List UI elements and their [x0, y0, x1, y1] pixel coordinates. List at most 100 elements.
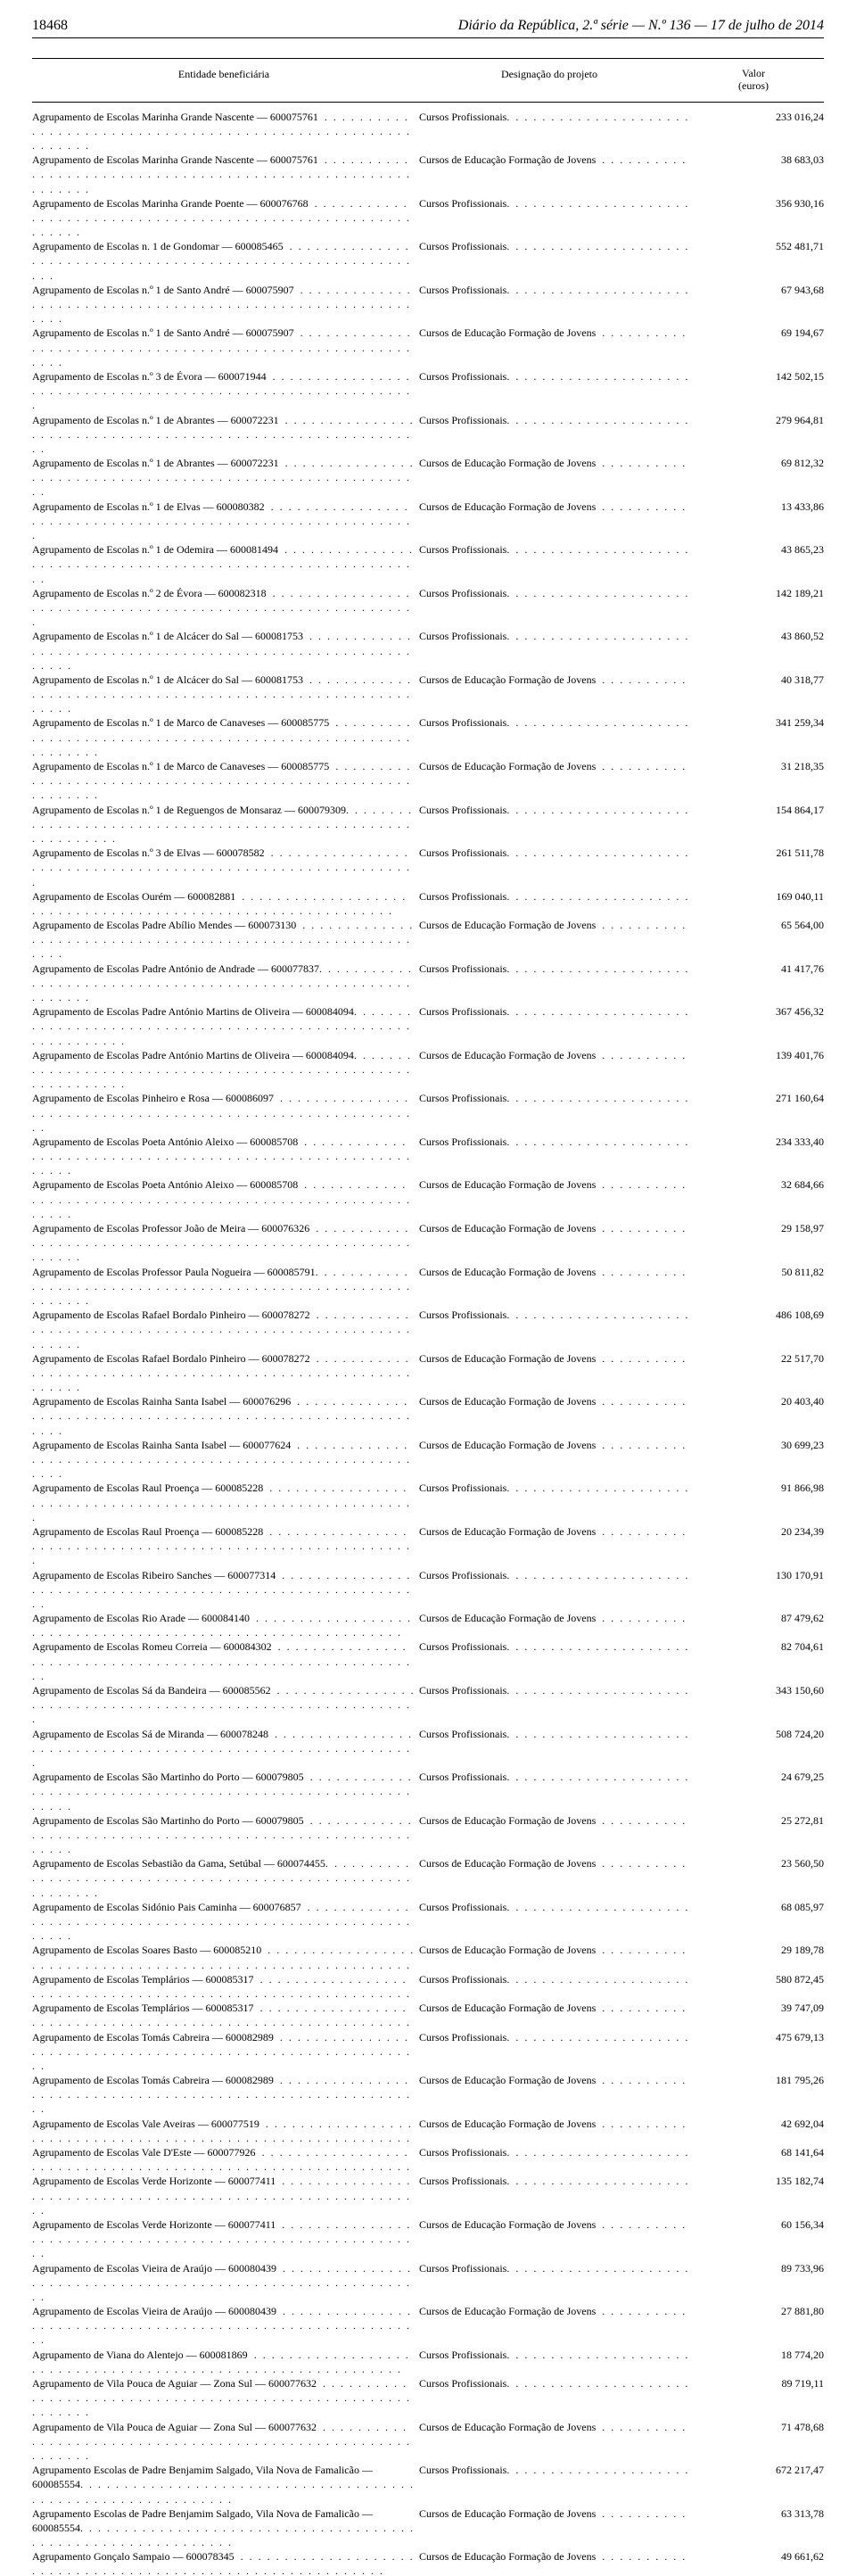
table-row: Agrupamento de Escolas Sidónio Pais Cami… [32, 1900, 824, 1944]
leader-dots: . . . . . . . . . . . . . . . . . . . . … [511, 846, 690, 859]
leader-dots: . . . . . . . . . . . . . . . . . . . . … [511, 890, 690, 903]
designation-text: Cursos Profissionais. [419, 1771, 511, 1783]
designation-text: Cursos Profissionais. [419, 240, 511, 252]
cell-entity: Agrupamento de Escolas Verde Horizonte —… [32, 2217, 419, 2261]
table-row: Agrupamento de Escolas Rainha Santa Isab… [32, 1394, 824, 1438]
designation-text: Cursos Profissionais. [419, 111, 511, 123]
designation-text: Cursos Profissionais. [419, 890, 511, 903]
table-row: Agrupamento de Escolas Tomás Cabreira — … [32, 2030, 824, 2074]
entity-text: Agrupamento de Escolas n.º 1 de Santo An… [32, 326, 296, 339]
table-row: Agrupamento de Escolas Romeu Correia — 6… [32, 1639, 824, 1683]
cell-entity: Agrupamento de Escolas Vieira de Araújo … [32, 2261, 419, 2305]
cell-entity: Agrupamento de Escolas n.º 1 de Elvas — … [32, 500, 419, 543]
leader-dots: . . . . . . . . . . . . . . . . . . . . … [511, 716, 690, 729]
leader-dots: . . . . . . . . . . . . . . . . . . . . … [597, 1814, 690, 1827]
table-row: Agrupamento de Escolas Ribeiro Sanches —… [32, 1568, 824, 1612]
leader-dots: . . . . . . . . . . . . . . . . . . . . … [511, 1640, 690, 1653]
leader-dots: . . . . . . . . . . . . . . . . . . . . … [32, 2522, 415, 2548]
col-entity: Entidade beneficiária [32, 68, 416, 93]
cell-value: 32 684,66 [690, 1177, 824, 1192]
cell-value: 41 417,76 [690, 962, 824, 976]
designation-text: Cursos de Educação Formação de Jovens [419, 2074, 597, 2086]
designation-text: Cursos de Educação Formação de Jovens [419, 919, 597, 931]
designation-text: Cursos Profissionais. [419, 1135, 511, 1148]
leader-dots: . . . . . . . . . . . . . . . . . . . . … [511, 1728, 690, 1740]
entity-text: Agrupamento de Escolas Tomás Cabreira — … [32, 2074, 276, 2086]
entity-text: Agrupamento de Escolas Padre António de … [32, 962, 324, 975]
entity-text: Agrupamento de Escolas Tomás Cabreira — … [32, 2031, 276, 2043]
cell-entity: Agrupamento de Escolas Padre António de … [32, 962, 419, 1005]
cell-entity: Agrupamento de Escolas Ribeiro Sanches —… [32, 1568, 419, 1612]
cell-value: 30 699,23 [690, 1438, 824, 1452]
designation-text: Cursos de Educação Formação de Jovens [419, 1395, 597, 1408]
cell-designation: Cursos Profissionais. . . . . . . . . . … [419, 2174, 690, 2188]
leader-dots: . . . . . . . . . . . . . . . . . . . . … [511, 1092, 690, 1104]
leader-dots: . . . . . . . . . . . . . . . . . . . . … [597, 1612, 690, 1624]
cell-entity: Agrupamento de Vila Pouca de Aguiar — Zo… [32, 2376, 419, 2420]
table-row: Agrupamento de Escolas Tomás Cabreira — … [32, 2073, 824, 2117]
cell-designation: Cursos Profissionais. . . . . . . . . . … [419, 110, 690, 124]
cell-value: 135 182,74 [690, 2174, 824, 2188]
cell-value: 43 865,23 [690, 542, 824, 557]
entity-text: Agrupamento de Escolas Ourém — 600082881 [32, 890, 237, 903]
table-row: Agrupamento de Escolas Poeta António Ale… [32, 1135, 824, 1178]
cell-value: 43 860,52 [690, 629, 824, 643]
cell-value: 25 272,81 [690, 1813, 824, 1828]
cell-designation: Cursos de Educação Formação de Jovens . … [419, 2217, 690, 2232]
leader-dots: . . . . . . . . . . . . . . . . . . . . … [511, 962, 690, 975]
cell-entity: Agrupamento de Escolas n.º 1 de Marco de… [32, 715, 419, 759]
designation-text: Cursos de Educação Formação de Jovens [419, 2550, 597, 2563]
leader-dots: . . . . . . . . . . . . . . . . . . . . … [511, 587, 690, 599]
cell-value: 130 170,91 [690, 1568, 824, 1582]
entity-text: Agrupamento de Escolas n.º 3 de Évora — … [32, 370, 268, 383]
table-row: Agrupamento de Escolas Vieira de Araújo … [32, 2261, 824, 2305]
cell-designation: Cursos de Educação Formação de Jovens . … [419, 2073, 690, 2087]
cell-designation: Cursos de Educação Formação de Jovens . … [419, 2420, 690, 2434]
table-row: Agrupamento de Escolas n.º 1 de Abrantes… [32, 413, 824, 457]
leader-dots: . . . . . . . . . . . . . . . . . . . . … [511, 1569, 690, 1581]
designation-text: Cursos Profissionais. [419, 1901, 511, 1913]
leader-dots: . . . . . . . . . . . . . . . . . . . . … [597, 1395, 690, 1408]
designation-text: Cursos de Educação Formação de Jovens [419, 457, 597, 469]
cell-designation: Cursos Profissionais. . . . . . . . . . … [419, 1639, 690, 1654]
cell-entity: Agrupamento de Escolas São Martinho do P… [32, 1770, 419, 1813]
table-row: Agrupamento de Escolas Verde Horizonte —… [32, 2217, 824, 2261]
cell-entity: Agrupamento de Escolas Marinha Grande Na… [32, 110, 419, 153]
cell-designation: Cursos de Educação Formação de Jovens . … [419, 1351, 690, 1366]
cell-designation: Cursos Profissionais. . . . . . . . . . … [419, 715, 690, 730]
leader-dots: . . . . . . . . . . . . . . . . . . . . … [511, 2464, 690, 2476]
cell-entity: Agrupamento de Escolas n.º 2 de Évora — … [32, 586, 419, 630]
table-row: Agrupamento de Escolas Vale D'Este — 600… [32, 2145, 824, 2174]
table-row: Agrupamento de Escolas n.º 1 de Alcácer … [32, 629, 824, 673]
leader-dots: . . . . . . . . . . . . . . . . . . . . … [597, 2218, 690, 2231]
cell-value: 29 189,78 [690, 1943, 824, 1957]
cell-entity: Agrupamento de Escolas n.º 1 de Alcácer … [32, 629, 419, 673]
cell-designation: Cursos Profissionais. . . . . . . . . . … [419, 846, 690, 860]
leader-dots: . . . . . . . . . . . . . . . . . . . . … [32, 2478, 415, 2505]
cell-designation: Cursos de Educação Formação de Jovens . … [419, 500, 690, 514]
entity-text: Agrupamento de Escolas n.º 1 de Marco de… [32, 760, 331, 772]
entity-text: Agrupamento de Escolas Templários — 6000… [32, 2002, 256, 2014]
cell-designation: Cursos de Educação Formação de Jovens . … [419, 2506, 690, 2521]
cell-value: 486 108,69 [690, 1308, 824, 1322]
leader-dots: . . . . . . . . . . . . . . . . . . . . … [511, 543, 690, 556]
cell-value: 142 502,15 [690, 369, 824, 384]
cell-value: 20 234,39 [690, 1524, 824, 1539]
cell-entity: Agrupamento de Escolas Rio Arade — 60008… [32, 1611, 419, 1639]
cell-designation: Cursos Profissionais. . . . . . . . . . … [419, 369, 690, 384]
col-value: Valor (euros) [683, 68, 824, 93]
table-row: Agrupamento Escolas de Padre Benjamim Sa… [32, 2506, 824, 2550]
cell-entity: Agrupamento de Escolas Padre António Mar… [32, 1004, 419, 1048]
designation-text: Cursos Profissionais. [419, 2031, 511, 2043]
cell-value: 672 217,47 [690, 2463, 824, 2477]
cell-value: 27 881,80 [690, 2304, 824, 2318]
leader-dots: . . . . . . . . . . . . . . . . . . . . … [511, 1684, 690, 1697]
cell-value: 63 313,78 [690, 2506, 824, 2521]
cell-entity: Agrupamento de Escolas Professor João de… [32, 1221, 419, 1265]
cell-value: 356 930,16 [690, 196, 824, 211]
cell-value: 279 964,81 [690, 413, 824, 427]
designation-text: Cursos Profissionais. [419, 543, 511, 556]
cell-value: 475 679,13 [690, 2030, 824, 2044]
cell-value: 23 560,50 [690, 1856, 824, 1870]
entity-text: Agrupamento de Escolas Marinha Grande Na… [32, 111, 320, 123]
